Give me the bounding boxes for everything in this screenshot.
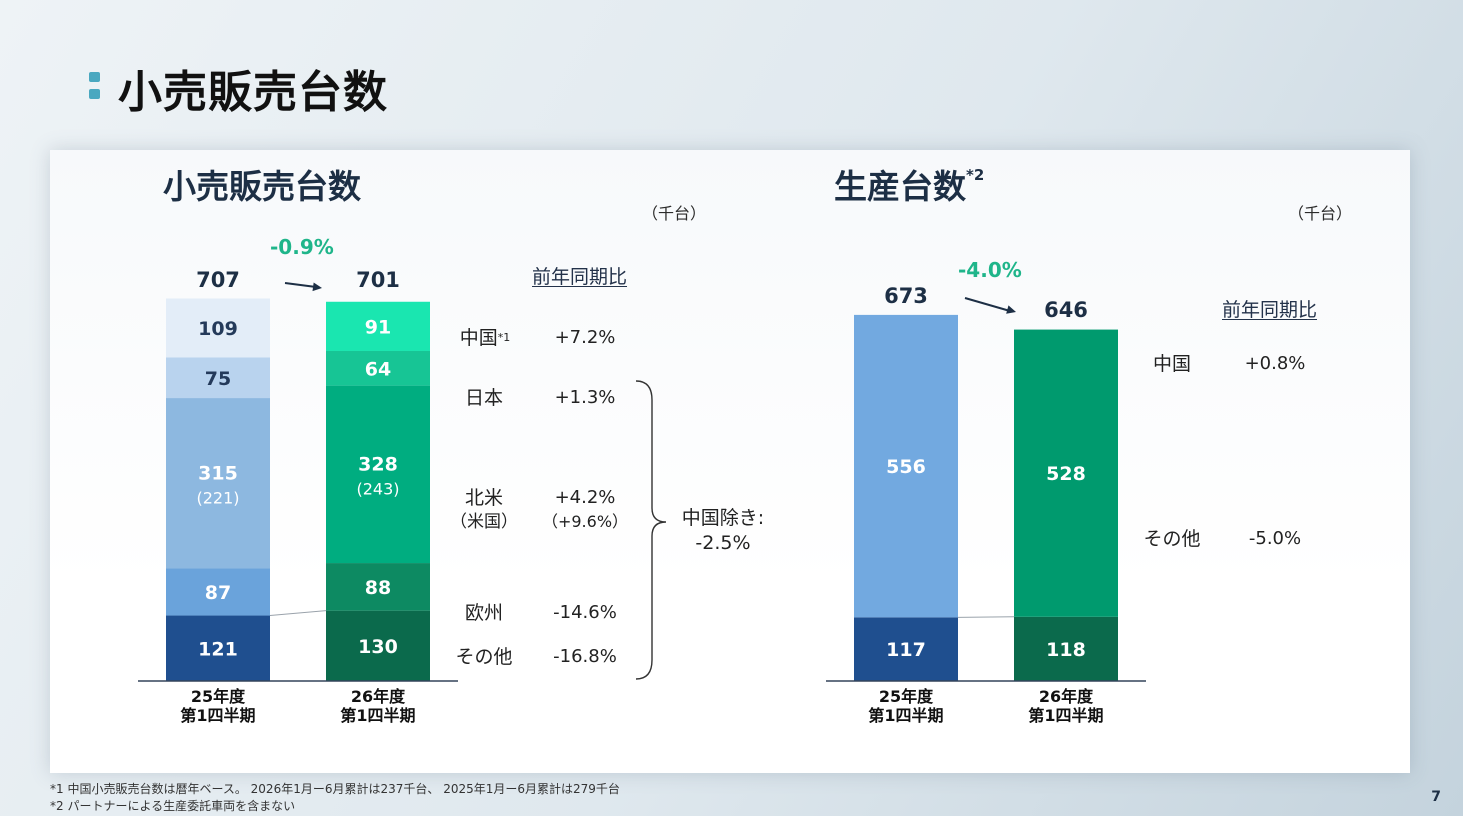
retail-value-label-3-0: 75 (205, 368, 231, 390)
retail-yoy-japan: +1.3% (554, 387, 616, 408)
retail-trend-arrow-head-icon (312, 282, 322, 292)
retail-value-label-0-0: 121 (198, 638, 238, 660)
retail-yoy-europe: -14.6% (553, 602, 617, 623)
retail-region-europe: 欧州 (464, 602, 503, 624)
retail-bar-3-0 (166, 357, 270, 399)
excl-china-brace (635, 380, 667, 680)
retail-value-label-4-0: 109 (198, 318, 238, 340)
retail-connector-top (269, 610, 327, 617)
production-total-prev: 673 (884, 284, 928, 308)
production-value-label-0-1: 118 (1046, 639, 1086, 661)
retail-panel-title: 小売販売台数 (163, 167, 361, 206)
excl-china-note: 中国除き: -2.5% (681, 507, 765, 554)
retail-value-label-3-1: 64 (365, 358, 391, 380)
retail-bar-0-1 (326, 610, 430, 681)
production-x-label-prev: 25年度 第1四半期 (868, 687, 944, 725)
retail-value-label-0-1: 130 (358, 636, 398, 658)
production-value-label-1-1: 528 (1046, 463, 1086, 485)
production-connector-top (957, 616, 1015, 618)
production-region-other: その他 (1143, 528, 1201, 550)
retail-unit: （千台） (642, 204, 707, 223)
page-number: 7 (1431, 789, 1441, 805)
retail-bar-3-1 (326, 350, 430, 386)
retail-value-label-4-1: 91 (365, 316, 391, 338)
retail-yoy-china: +7.2% (554, 327, 616, 348)
production-yoy-header: 前年同期比 (1222, 299, 1318, 321)
retail-bar-2-0 (166, 398, 270, 569)
retail-x-label-prev: 25年度 第1四半期 (180, 687, 256, 725)
production-unit: （千台） (1288, 204, 1353, 223)
slide-title: 小売販売台数 (118, 67, 388, 118)
content-card (50, 150, 1410, 773)
retail-bar-1-1 (326, 563, 430, 611)
retail-value-label-2-0: 315 (198, 462, 238, 484)
retail-growth: -0.9% (270, 235, 334, 259)
retail-sub-value-label-2-1: (243) (356, 479, 399, 498)
production-yoy-china: +0.8% (1244, 353, 1306, 374)
retail-total-curr: 701 (356, 268, 400, 292)
production-total-curr: 646 (1044, 298, 1088, 322)
retail-value-label-2-1: 328 (358, 453, 398, 475)
production-x-label-curr: 26年度 第1四半期 (1028, 687, 1104, 725)
retail-bar-4-0 (166, 298, 270, 358)
retail-sub-value-label-2-0: (221) (196, 488, 239, 507)
retail-trend-arrow-line (284, 282, 317, 288)
production-yoy-other: -5.0% (1248, 528, 1302, 549)
production-value-label-0-0: 117 (886, 639, 926, 661)
retail-value-label-1-0: 87 (205, 582, 231, 604)
retail-value-label-1-1: 88 (365, 577, 391, 599)
retail-bar-2-1 (326, 385, 430, 564)
retail-total-prev: 707 (196, 268, 240, 292)
retail-yoy-other: -16.8% (553, 646, 617, 667)
production-bar-0-1 (1014, 616, 1118, 681)
production-bar-0-0 (854, 617, 958, 681)
production-growth: -4.0% (958, 258, 1022, 282)
retail-bar-4-1 (326, 301, 430, 351)
retail-bar-0-0 (166, 615, 270, 681)
production-trend-arrow-head-icon (1006, 305, 1016, 314)
footnote-2: *2 パートナーによる生産委託車両を含まない (50, 799, 296, 813)
retail-region-na: 北米 （米国） (450, 487, 518, 532)
production-bar-1-0 (854, 314, 958, 618)
production-trend-arrow-line (964, 297, 1011, 312)
production-region-china: 中国 (1152, 353, 1191, 375)
retail-x-label-curr: 26年度 第1四半期 (340, 687, 416, 725)
production-value-label-1-0: 556 (886, 456, 926, 478)
retail-yoy-header: 前年同期比 (532, 266, 628, 288)
retail-region-other: その他 (455, 646, 513, 668)
production-panel-title: 生産台数*2 (834, 166, 985, 206)
footnote-1: *1 中国小売販売台数は暦年ベース。 2026年1月ー6月累計は237千台、 2… (50, 782, 620, 796)
retail-bar-1-0 (166, 568, 270, 616)
retail-region-japan: 日本 (464, 387, 503, 409)
retail-region-china: 中国*1 (459, 327, 511, 349)
title-bullet-icon (89, 72, 100, 99)
production-bar-1-1 (1014, 329, 1118, 617)
retail-yoy-na: +4.2% （+9.6%） (541, 487, 629, 531)
